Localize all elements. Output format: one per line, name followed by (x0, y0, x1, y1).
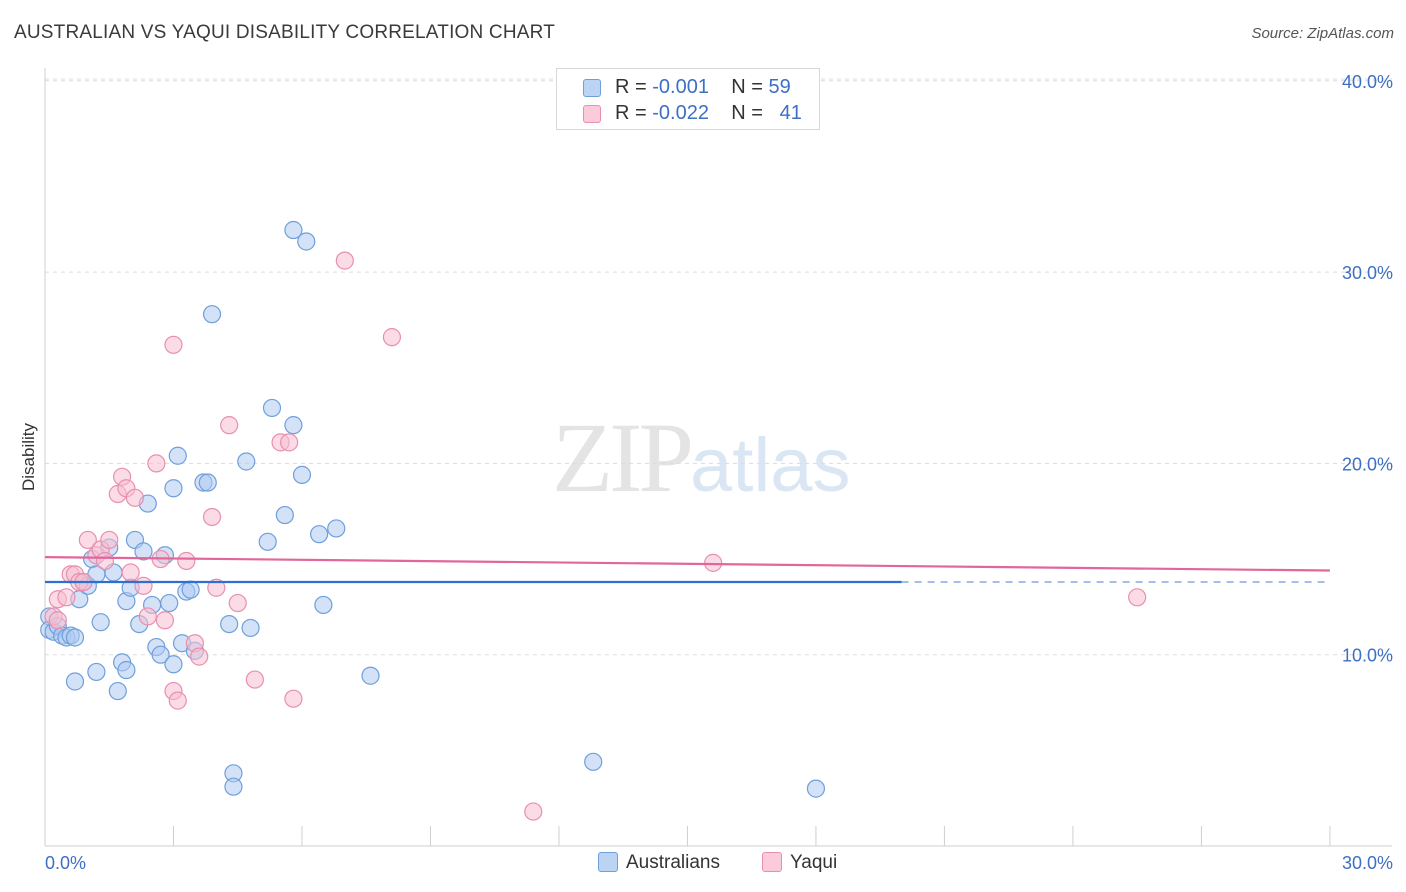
watermark-atlas: atlas (690, 423, 851, 508)
australians-point-8 (65, 672, 85, 691)
yaqui-point-18 (134, 576, 153, 595)
x-tick-label-max: 30.0% (1342, 853, 1393, 873)
yaqui-point-29 (202, 507, 222, 527)
yaqui-swatch (583, 105, 601, 123)
yaqui-point-22 (155, 611, 175, 630)
yaqui-point-39 (524, 802, 543, 821)
axes (44, 68, 1392, 847)
yaqui-point-37 (335, 251, 354, 270)
watermark-zip: ZIP (552, 402, 694, 513)
yaqui-point-3 (57, 588, 76, 607)
chart-title: AUSTRALIAN VS YAQUI DISABILITY CORRELATI… (14, 22, 556, 43)
australians-point-20 (117, 660, 136, 680)
australians-point-31 (160, 593, 179, 613)
yaqui-point-31 (220, 416, 239, 435)
yaqui-point-12 (100, 530, 119, 550)
australians-point-14 (87, 662, 106, 682)
australians-point-50 (284, 416, 303, 435)
australians-point-18 (108, 681, 127, 701)
australians-point-37 (181, 580, 200, 599)
australians-point-45 (237, 452, 256, 471)
legend-yaqui-label: Yaqui (790, 852, 838, 873)
x-tick-label-min: 0.0% (45, 853, 86, 873)
tick-labels: 10.0% 20.0% 30.0% 40.0% 0.0% 30.0% (45, 72, 1393, 873)
yaqui-trend-line (44, 556, 1330, 572)
yaqui-point-30 (207, 578, 226, 597)
yaqui-point-32 (228, 593, 247, 613)
y-tick-label-20: 20.0% (1342, 454, 1393, 474)
australians-point-54 (310, 525, 329, 544)
yaqui-point-8 (78, 530, 97, 550)
y-tick-label-10: 10.0% (1342, 646, 1393, 666)
yaqui-r-value: -0.022 (652, 102, 709, 124)
australians-point-29 (151, 645, 170, 664)
australians-point-40 (198, 473, 217, 492)
australians-point-51 (284, 220, 303, 240)
australians-point-48 (262, 398, 282, 418)
y-axis-label: Disability (19, 422, 38, 491)
yaqui-point-19 (138, 607, 157, 626)
australians-point-33 (164, 655, 183, 674)
yaqui-point-38 (382, 328, 402, 347)
australians-point-25 (134, 542, 153, 561)
yaqui-point-35 (280, 433, 299, 452)
y-tick-label-30: 30.0% (1342, 263, 1393, 283)
australians-point-59 (806, 779, 826, 798)
yaqui-point-20 (147, 454, 166, 473)
australians-r-value: -0.001 (652, 76, 709, 98)
australians-point-57 (361, 666, 380, 685)
legend-australians-swatch (598, 852, 618, 872)
legend-yaqui-swatch (762, 852, 782, 872)
australians-n-label: N = (731, 76, 769, 98)
yaqui-point-41 (1128, 588, 1147, 607)
watermark: ZIPatlas (552, 400, 851, 515)
australians-point-53 (297, 232, 316, 251)
australians-point-44 (224, 777, 243, 796)
yaqui-r-label: R = (615, 102, 653, 124)
yaqui-point-36 (284, 689, 303, 708)
australians-n-value: 59 (768, 76, 791, 98)
australians-point-34 (168, 446, 187, 465)
trend-lines (44, 556, 1330, 584)
yaqui-point-24 (164, 335, 183, 354)
yaqui-point-25 (168, 691, 187, 710)
yaqui-point-17 (125, 488, 145, 507)
y-tick-label-40: 40.0% (1342, 72, 1393, 92)
australians-point-56 (327, 519, 346, 538)
australians-point-15 (91, 613, 110, 632)
yaqui-point-33 (245, 670, 264, 689)
yaqui-point-11 (95, 551, 115, 571)
legend-item-yaqui[interactable]: Yaqui (762, 852, 837, 874)
yaqui-point-40 (704, 553, 723, 572)
australians-point-55 (314, 595, 333, 615)
australians-point-7 (65, 628, 85, 647)
australians-point-46 (241, 618, 260, 638)
australians-point-41 (202, 305, 222, 324)
legend-item-australians[interactable]: Australians (598, 852, 720, 874)
stats-legend: R = -0.001 N = 59 R = -0.022 N = 41 (556, 68, 820, 130)
yaqui-point-1 (48, 611, 67, 630)
yaqui-n-label: N = (731, 102, 769, 124)
yaqui-point-16 (121, 563, 140, 582)
australians-swatch (583, 79, 601, 97)
source-label: Source: ZipAtlas.com (1251, 25, 1394, 42)
australians-point-58 (584, 752, 603, 771)
australians-r-label: R = (615, 76, 653, 98)
legend-australians-label: Australians (626, 852, 720, 873)
data-points (40, 220, 1147, 821)
yaqui-n-value: 41 (779, 102, 802, 124)
australians-point-42 (220, 614, 239, 634)
yaqui-point-28 (190, 647, 209, 666)
yaqui-point-26 (177, 551, 196, 571)
australians-point-32 (164, 479, 183, 498)
australians-point-52 (292, 465, 312, 484)
australians-point-47 (258, 532, 277, 551)
australians-point-49 (275, 505, 294, 525)
